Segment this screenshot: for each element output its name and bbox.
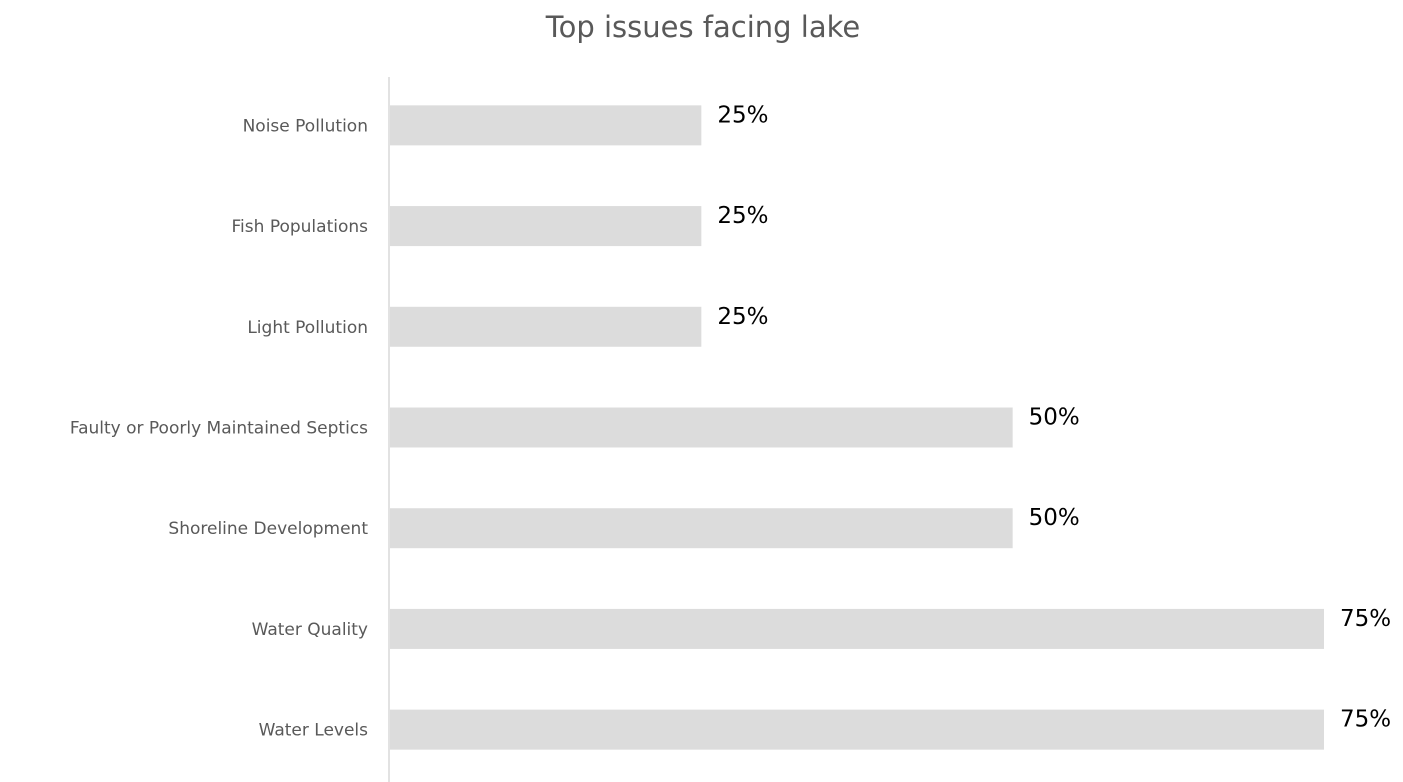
data-label-5: 50% <box>1029 505 1080 531</box>
bar-2 <box>390 206 702 247</box>
bar-5 <box>390 508 1013 549</box>
data-label-7: 75% <box>1340 707 1391 733</box>
bar-7 <box>390 709 1324 750</box>
category-label-7: Water Levels <box>259 721 369 741</box>
data-label-2: 25% <box>717 203 768 229</box>
bars-layer: Noise Pollution 25% Fish Populations 25% Lig… <box>70 102 1391 750</box>
data-label-1: 25% <box>717 102 768 128</box>
bar-1 <box>390 105 702 146</box>
category-label-6: Water Quality <box>252 620 368 640</box>
category-label-1: Noise Pollution <box>243 116 368 136</box>
data-label-4: 50% <box>1029 405 1080 431</box>
data-label-3: 25% <box>717 304 768 330</box>
bar-6 <box>390 608 1324 649</box>
category-label-3: Light Pollution <box>247 318 368 338</box>
data-label-6: 75% <box>1340 606 1391 632</box>
category-label-5: Shoreline Development <box>168 519 368 539</box>
chart-title: Top issues facing lake <box>545 10 860 44</box>
bar-4 <box>390 407 1013 448</box>
bar-3 <box>390 306 702 347</box>
category-label-4: Faulty or Poorly Maintained Septics <box>70 419 368 439</box>
category-label-2: Fish Populations <box>232 217 369 237</box>
